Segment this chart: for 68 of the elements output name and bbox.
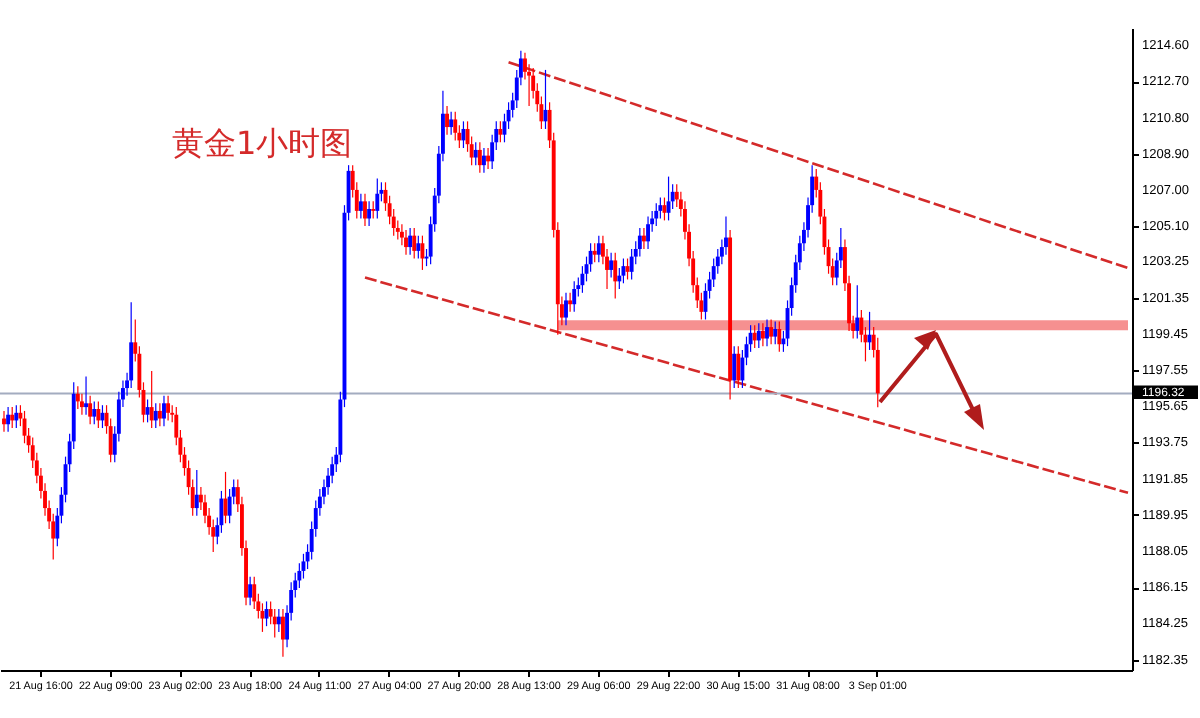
candlestick <box>363 193 367 227</box>
candlestick <box>621 257 626 284</box>
candlestick <box>609 252 614 279</box>
candlestick <box>92 400 97 425</box>
candlestick <box>613 252 618 300</box>
candlestick <box>629 248 634 281</box>
candlestick <box>637 227 642 258</box>
candlestick <box>482 147 486 174</box>
candlestick <box>588 242 593 273</box>
candlestick <box>760 322 765 347</box>
candlestick <box>449 111 454 136</box>
candlestick <box>272 608 277 639</box>
candlestick <box>646 216 650 250</box>
candlestick <box>157 402 162 427</box>
candlestick <box>162 395 166 427</box>
candlestick <box>153 402 158 429</box>
candlestick <box>276 608 281 633</box>
candlestick <box>260 602 265 633</box>
candlestick <box>416 235 421 260</box>
candlestick <box>375 177 380 220</box>
candlestick <box>658 196 663 220</box>
candlestick <box>194 469 199 517</box>
candlestick <box>752 324 757 349</box>
candlestick <box>145 398 150 423</box>
candlestick <box>75 385 80 410</box>
candlestick <box>596 235 601 263</box>
candlestick <box>14 404 19 429</box>
candlestick <box>412 227 417 260</box>
candlestick <box>473 141 478 166</box>
candlestick <box>736 345 741 389</box>
candlestick <box>654 202 659 227</box>
candlestick <box>10 406 15 429</box>
candlestick <box>461 120 466 149</box>
candlestick <box>564 292 568 326</box>
candlestick <box>358 193 363 220</box>
candlestick <box>445 105 449 136</box>
candlestick <box>773 320 778 345</box>
candlestick <box>765 318 769 347</box>
candlestick <box>666 175 671 222</box>
candlestick <box>855 284 860 340</box>
candlestick <box>486 147 491 170</box>
candlestick <box>149 370 154 429</box>
candlestick <box>617 267 622 290</box>
candlestick <box>404 229 408 256</box>
candlestick <box>79 393 84 416</box>
candlestick <box>867 311 872 351</box>
candlestick <box>498 120 503 143</box>
candlestick <box>641 227 646 250</box>
candlestick <box>129 301 134 389</box>
candlestick <box>408 227 413 256</box>
candlestick <box>477 141 482 174</box>
candlestick <box>96 400 101 429</box>
candlestick <box>724 216 728 256</box>
candlestick <box>420 235 425 271</box>
candlestick <box>6 406 11 433</box>
candlestick <box>592 242 597 263</box>
candlestick <box>248 576 253 606</box>
candlestick <box>756 322 761 349</box>
candlestick <box>2 410 6 433</box>
candlestick <box>453 111 458 141</box>
candlestick <box>769 318 774 345</box>
candlestick <box>572 280 577 313</box>
candlestick <box>777 320 782 353</box>
candlestick <box>281 608 285 658</box>
candlestick <box>84 376 88 416</box>
candlestick <box>568 292 573 313</box>
text: 黄金1小时图 <box>172 124 353 166</box>
candlestick <box>580 265 585 294</box>
